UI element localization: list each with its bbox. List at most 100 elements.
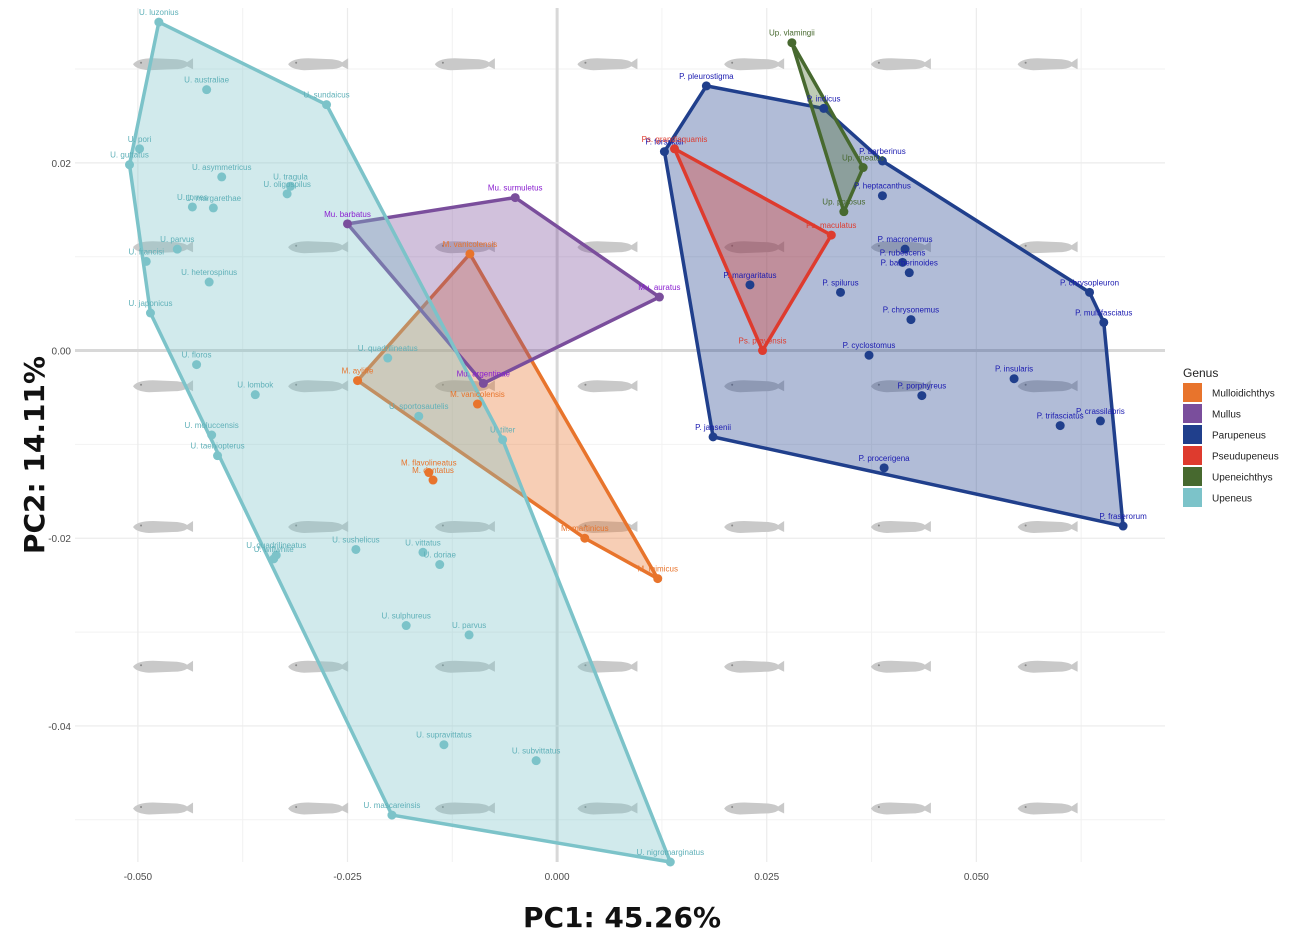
fish-silhouette-eye	[1024, 61, 1027, 64]
y-tick-label: -0.02	[48, 534, 71, 545]
fish-silhouette-eye	[731, 806, 734, 809]
data-point	[819, 103, 829, 113]
fish-silhouette	[133, 380, 194, 393]
axis-ticks: -0.050 -0.025 0.000 0.025 0.050 0.02 0.00 -0.02…	[48, 159, 989, 883]
fish-silhouette	[1017, 58, 1078, 71]
data-point	[125, 160, 134, 170]
data-point	[439, 740, 449, 750]
legend-label: Mullus	[1212, 410, 1241, 421]
fish-silhouette	[434, 520, 495, 533]
fish-silhouette-eye	[584, 664, 587, 667]
point-label: P. macronemus	[878, 235, 933, 244]
data-point	[172, 244, 182, 254]
hull-pseudupeneus	[672, 147, 834, 353]
fish-silhouette-eye	[877, 383, 880, 386]
data-point	[745, 280, 755, 290]
data-point	[1095, 416, 1105, 426]
point-label: P. barberinus	[859, 147, 906, 156]
point-label: Up. vlamingii	[769, 29, 815, 38]
fish-silhouette	[1017, 520, 1078, 533]
legend-swatch	[1183, 383, 1202, 402]
data-point	[401, 621, 411, 631]
fish-silhouette-eye	[140, 383, 143, 386]
fish-silhouette	[288, 660, 349, 673]
fish-silhouette-eye	[441, 383, 444, 386]
point-label: U. japonicus	[128, 299, 172, 308]
data-point	[217, 172, 227, 182]
data-point	[877, 191, 887, 201]
data-point	[154, 17, 164, 27]
legend-swatch	[1183, 446, 1202, 465]
point-label: U. doriae	[423, 551, 456, 560]
data-point	[322, 100, 332, 110]
point-label: U. sulphureus	[382, 612, 431, 621]
data-point	[208, 203, 218, 213]
point-label: U. sundaicus	[303, 91, 349, 100]
point-label: Up. lineatus	[842, 154, 884, 163]
data-point	[282, 189, 292, 199]
point-label: M. vanicolensis	[450, 390, 505, 399]
point-label: M. dentatus	[412, 466, 454, 475]
data-point	[864, 350, 874, 360]
fish-silhouette	[434, 660, 495, 673]
fish-silhouette-eye	[877, 524, 880, 527]
fish-silhouette-eye	[731, 524, 734, 527]
x-axis-title: PC1: 45.26%	[523, 901, 721, 930]
hull-upeneichthys	[790, 40, 865, 214]
data-point	[917, 391, 927, 401]
point-label: P. barberinoides	[881, 259, 938, 268]
point-label: U. tilter	[490, 426, 516, 435]
point-label: Mu. surmuletus	[488, 184, 543, 193]
data-point	[877, 156, 887, 166]
hull-upeneus	[127, 20, 673, 864]
legend-label: Parupeneus	[1212, 431, 1266, 442]
data-point	[428, 475, 438, 485]
data-point	[343, 219, 352, 229]
legend-label: Pseudupeneus	[1212, 452, 1279, 463]
data-point	[904, 268, 914, 278]
data-point	[353, 376, 363, 386]
data-point	[879, 463, 889, 473]
fish-silhouette	[288, 520, 349, 533]
data-point	[665, 857, 675, 867]
fish-silhouette-eye	[140, 61, 143, 64]
point-label: M. ayliffe	[342, 367, 374, 376]
data-point	[250, 390, 260, 400]
fish-silhouette	[434, 802, 495, 815]
fish-silhouette-eye	[877, 61, 880, 64]
fish-silhouette-eye	[1024, 383, 1027, 386]
fish-silhouette	[434, 241, 495, 254]
fish-silhouette-eye	[731, 664, 734, 667]
point-label: M. flavolineatus	[401, 459, 457, 468]
point-label: U. tragula	[273, 172, 308, 181]
fish-silhouette	[1017, 380, 1078, 393]
fish-silhouette-eye	[877, 244, 880, 247]
fish-silhouette	[577, 520, 638, 533]
data-point	[478, 378, 488, 388]
x-tick-label: 0.000	[545, 872, 570, 883]
data-point	[858, 163, 868, 173]
point-label: U. subvittatus	[512, 747, 560, 756]
fish-silhouette-eye	[584, 383, 587, 386]
data-point	[204, 277, 214, 287]
data-point	[580, 533, 590, 543]
fish-silhouette	[1017, 660, 1078, 673]
fish-silhouette	[870, 520, 931, 533]
point-label: U. oligospilus	[263, 180, 311, 189]
x-tick-label: 0.050	[964, 872, 989, 883]
fish-silhouette	[133, 802, 194, 815]
data-point	[498, 435, 508, 445]
data-point	[414, 411, 424, 421]
point-label: P. fraserorum	[1099, 512, 1147, 521]
fish-silhouette-eye	[731, 61, 734, 64]
data-point	[418, 547, 428, 557]
point-label: U. pori	[128, 135, 152, 144]
point-label: P. indicus	[807, 94, 841, 103]
legend-swatch	[1183, 488, 1202, 507]
fish-silhouette-eye	[877, 806, 880, 809]
fish-silhouette	[870, 241, 931, 254]
x-tick-label: 0.025	[754, 872, 779, 883]
data-point	[531, 756, 541, 766]
data-point	[1118, 521, 1128, 531]
fish-silhouette	[1017, 802, 1078, 815]
